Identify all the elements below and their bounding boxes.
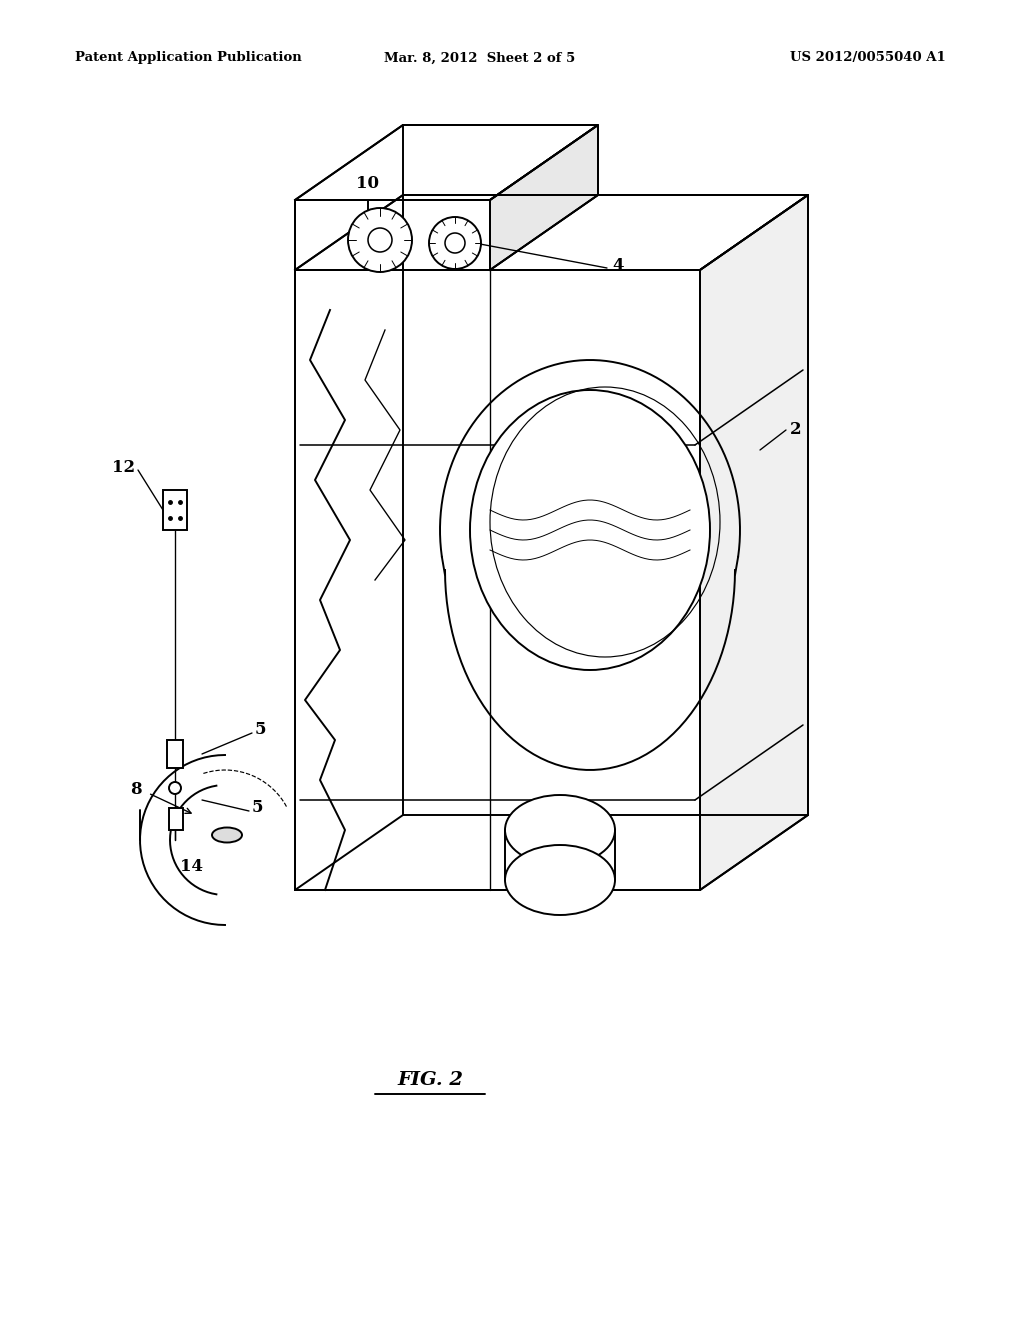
Ellipse shape bbox=[505, 795, 615, 865]
Text: 10: 10 bbox=[356, 174, 380, 191]
Text: 8: 8 bbox=[130, 781, 142, 799]
Text: 12: 12 bbox=[112, 459, 135, 477]
Circle shape bbox=[169, 781, 181, 795]
Circle shape bbox=[429, 216, 481, 269]
Bar bbox=[169, 808, 183, 830]
Ellipse shape bbox=[505, 845, 615, 915]
Polygon shape bbox=[295, 195, 808, 271]
Text: US 2012/0055040 A1: US 2012/0055040 A1 bbox=[790, 51, 946, 65]
Text: Patent Application Publication: Patent Application Publication bbox=[75, 51, 302, 65]
Ellipse shape bbox=[212, 828, 242, 842]
Text: 4: 4 bbox=[612, 256, 624, 273]
Polygon shape bbox=[295, 125, 598, 201]
Text: 14: 14 bbox=[180, 858, 204, 875]
Text: 5: 5 bbox=[252, 800, 263, 817]
Circle shape bbox=[368, 228, 392, 252]
Ellipse shape bbox=[470, 389, 710, 671]
Text: 5: 5 bbox=[255, 722, 266, 738]
Bar bbox=[167, 741, 183, 768]
Text: FIG. 2: FIG. 2 bbox=[397, 1071, 463, 1089]
Text: 2: 2 bbox=[790, 421, 802, 438]
Polygon shape bbox=[490, 125, 598, 271]
Polygon shape bbox=[700, 195, 808, 890]
Circle shape bbox=[445, 234, 465, 253]
Text: Mar. 8, 2012  Sheet 2 of 5: Mar. 8, 2012 Sheet 2 of 5 bbox=[384, 51, 575, 65]
Polygon shape bbox=[295, 271, 700, 890]
Polygon shape bbox=[295, 201, 490, 271]
Bar bbox=[163, 490, 187, 531]
Circle shape bbox=[348, 209, 412, 272]
